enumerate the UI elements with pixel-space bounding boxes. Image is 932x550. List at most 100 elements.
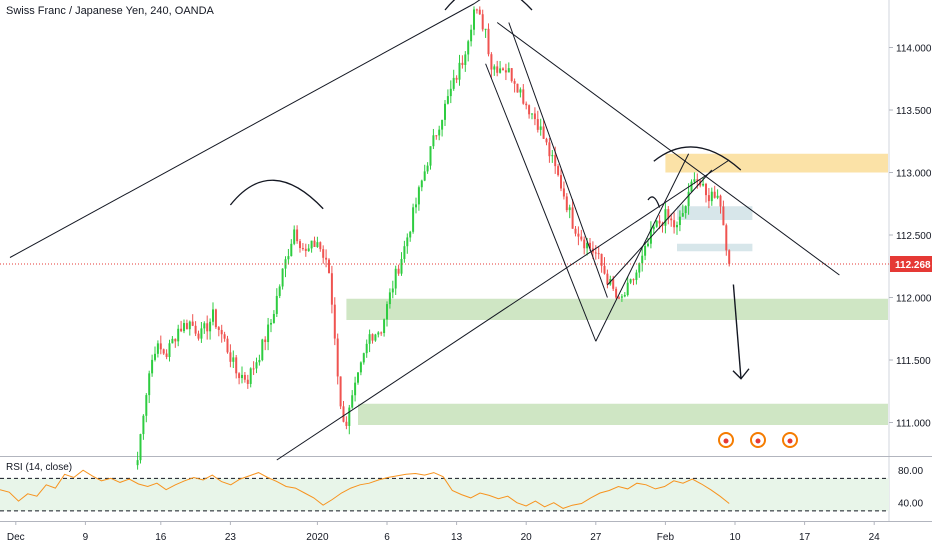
candle-body xyxy=(446,96,449,104)
candle-body xyxy=(641,255,644,264)
candle-body xyxy=(652,226,655,230)
candle-body xyxy=(632,279,635,281)
candle-body xyxy=(618,297,620,299)
candle-body xyxy=(603,265,606,274)
candle-body xyxy=(255,362,258,369)
candle-body xyxy=(676,224,678,228)
candle-body xyxy=(171,338,174,344)
candle-body xyxy=(516,83,519,93)
candle-body xyxy=(417,187,420,205)
candle-body xyxy=(388,292,391,305)
time-axis: Dec 9 16 23 2020 6 13 20 27 Feb 10 17 24 xyxy=(7,522,880,543)
candle-body xyxy=(678,216,681,225)
candle-body xyxy=(473,9,475,30)
candle-body xyxy=(220,329,223,335)
candle-body xyxy=(458,62,461,80)
trendline xyxy=(276,159,730,461)
candle-body xyxy=(728,250,731,264)
candle-body xyxy=(449,88,452,97)
candle-body xyxy=(200,328,203,339)
candle-body xyxy=(406,237,409,247)
candle-body xyxy=(533,113,536,120)
candle-body xyxy=(357,372,359,383)
candle-body xyxy=(383,319,386,334)
candle-body xyxy=(571,207,574,229)
candle-body xyxy=(531,113,533,115)
candle-body xyxy=(154,353,156,360)
candle-body xyxy=(496,66,499,73)
trendline xyxy=(508,22,608,298)
time-tick-label: 10 xyxy=(729,532,741,543)
candle-body xyxy=(594,252,597,254)
trendline xyxy=(485,63,597,342)
candle-body xyxy=(272,313,275,323)
zone-level-2 xyxy=(677,243,753,252)
price-tick-label: 111.500 xyxy=(896,356,931,367)
candle-body xyxy=(420,180,423,188)
candle-body xyxy=(313,240,316,248)
candle-body xyxy=(365,343,368,354)
candle-body xyxy=(690,181,693,192)
candle-body xyxy=(426,165,429,172)
price-axis: 114.000 113.500 113.000 112.500 112.000 111.5… xyxy=(889,44,932,430)
candle-body xyxy=(719,195,722,207)
candle-body xyxy=(270,322,272,325)
candle-body xyxy=(342,406,345,422)
candle-body xyxy=(545,138,548,143)
zones xyxy=(346,153,888,425)
time-tick-label: 27 xyxy=(590,532,602,543)
forecast-arrow xyxy=(732,284,742,379)
indicator-icons xyxy=(718,432,798,448)
arc-head xyxy=(444,0,533,11)
candle-body xyxy=(403,246,406,259)
rsi-band xyxy=(0,478,889,511)
time-tick-label: 20 xyxy=(521,532,533,543)
last-price-tag xyxy=(890,256,932,272)
price-tick-label: 112.000 xyxy=(896,294,932,305)
candle-body xyxy=(151,359,154,374)
candle-body xyxy=(470,29,473,42)
trendline xyxy=(595,153,690,342)
candle-body xyxy=(156,343,159,354)
candle-body xyxy=(232,357,235,362)
candle-body xyxy=(658,220,661,224)
candle-body xyxy=(586,242,589,249)
candle-body xyxy=(513,81,516,84)
candle-body xyxy=(684,206,687,214)
candle-body xyxy=(197,333,200,339)
candle-body xyxy=(525,103,528,106)
time-tick-label: 17 xyxy=(799,532,811,543)
candle-body xyxy=(264,339,267,343)
time-tick-label: Feb xyxy=(657,532,675,543)
candle-body xyxy=(348,407,351,426)
candle-body xyxy=(368,334,371,344)
candle-body xyxy=(328,259,330,274)
candle-body xyxy=(267,324,270,343)
candle-body xyxy=(562,188,565,197)
price-tick-label: 112.500 xyxy=(896,231,932,242)
candle-body xyxy=(574,228,577,234)
candle-body xyxy=(548,142,551,157)
candle-body xyxy=(612,279,615,289)
candle-body xyxy=(475,9,478,11)
candle-body xyxy=(391,288,394,293)
candle-body xyxy=(519,89,522,93)
arc-small xyxy=(647,196,661,208)
candle-body xyxy=(455,77,458,80)
candle-body xyxy=(203,323,206,329)
candle-body xyxy=(188,321,191,330)
candle-body xyxy=(580,236,583,240)
rsi-label: RSI (14, close) xyxy=(6,462,73,473)
candle-body xyxy=(664,209,667,226)
time-tick-label: 16 xyxy=(155,532,167,543)
zone-resistance xyxy=(665,153,888,173)
candle-body xyxy=(522,89,525,104)
drawings xyxy=(0,0,889,461)
candle-body xyxy=(336,338,339,377)
candle-body xyxy=(438,129,441,136)
candle-body xyxy=(377,332,380,335)
candle-body xyxy=(435,135,438,137)
candle-body xyxy=(185,323,188,330)
